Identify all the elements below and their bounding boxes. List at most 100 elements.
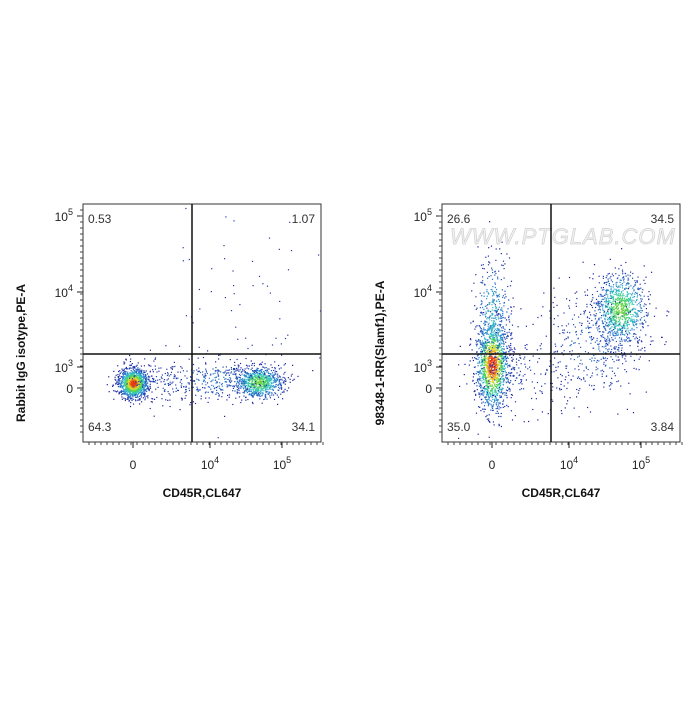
event-dot	[510, 306, 511, 307]
event-dot	[124, 381, 125, 382]
event-dot	[616, 299, 617, 300]
event-dot	[150, 366, 151, 367]
event-dot	[180, 372, 181, 373]
event-dot	[511, 313, 512, 314]
event-dot	[498, 379, 499, 380]
event-dot	[618, 321, 619, 322]
event-dot	[494, 345, 495, 346]
event-dot	[648, 314, 649, 315]
event-dot	[239, 393, 240, 394]
event-dot	[240, 363, 241, 364]
event-dot	[267, 387, 268, 388]
event-dot	[483, 292, 484, 293]
event-dot	[124, 371, 125, 372]
event-dot	[493, 404, 494, 405]
event-dot	[212, 368, 213, 369]
event-dot	[592, 278, 593, 279]
event-dot	[493, 323, 494, 324]
event-dot	[226, 381, 227, 382]
event-dot	[156, 397, 157, 398]
event-dot	[631, 301, 632, 302]
event-dot	[131, 390, 132, 391]
event-dot	[219, 382, 220, 383]
event-dot	[135, 400, 136, 401]
event-dot	[297, 376, 298, 377]
event-dot	[606, 298, 607, 299]
event-dot	[493, 382, 494, 383]
event-dot	[258, 368, 259, 369]
event-dot	[270, 397, 271, 398]
event-dot	[129, 373, 130, 374]
event-dot	[287, 335, 288, 336]
event-dot	[483, 312, 484, 313]
event-dot	[213, 386, 214, 387]
event-dot	[478, 339, 479, 340]
event-dot	[248, 368, 249, 369]
event-dot	[638, 303, 639, 304]
event-dot	[498, 345, 499, 346]
event-dot	[143, 378, 144, 379]
event-dot	[490, 338, 491, 339]
event-dot	[490, 350, 491, 351]
event-dot	[610, 293, 611, 294]
event-dot	[484, 370, 485, 371]
event-dot	[147, 378, 148, 379]
event-dot	[497, 393, 498, 394]
event-dot	[271, 394, 272, 395]
event-dot	[484, 379, 485, 380]
event-dot	[494, 371, 495, 372]
event-dot	[263, 367, 264, 368]
event-dot	[495, 306, 496, 307]
event-dot	[589, 277, 590, 278]
event-dot	[507, 332, 508, 333]
event-dot	[610, 313, 611, 314]
event-dot	[641, 341, 642, 342]
event-dot	[627, 296, 628, 297]
event-dot	[486, 298, 487, 299]
event-dot	[500, 416, 501, 417]
event-dot	[211, 385, 212, 386]
event-dot	[637, 296, 638, 297]
event-dot	[504, 268, 505, 269]
event-dot	[155, 369, 156, 370]
event-dot	[604, 319, 605, 320]
event-dot	[161, 378, 162, 379]
event-dot	[498, 271, 499, 272]
event-dot	[489, 379, 490, 380]
event-dot	[501, 321, 502, 322]
event-dot	[491, 377, 492, 378]
event-dot	[505, 371, 506, 372]
event-dot	[125, 400, 126, 401]
event-dot	[507, 336, 508, 337]
event-dot	[253, 389, 254, 390]
event-dot	[483, 349, 484, 350]
event-dot	[488, 367, 489, 368]
event-dot	[626, 283, 627, 284]
event-dot	[483, 309, 484, 310]
event-dot	[147, 373, 148, 374]
event-dot	[125, 359, 126, 360]
event-dot	[204, 377, 205, 378]
event-dot	[141, 395, 142, 396]
event-dot	[245, 388, 246, 389]
event-dot	[220, 371, 221, 372]
event-dot	[471, 290, 472, 291]
event-dot	[502, 310, 503, 311]
event-dot	[497, 376, 498, 377]
event-dot	[266, 379, 267, 380]
event-dot	[237, 389, 238, 390]
event-dot	[269, 385, 270, 386]
event-dot	[590, 314, 591, 315]
event-dot	[607, 296, 608, 297]
event-dot	[177, 372, 178, 373]
event-dot	[152, 402, 153, 403]
event-dot	[131, 400, 132, 401]
event-dot	[239, 374, 240, 375]
event-dot	[481, 357, 482, 358]
event-dot	[497, 296, 498, 297]
event-dot	[503, 378, 504, 379]
event-dot	[259, 276, 260, 277]
event-dot	[145, 376, 146, 377]
event-dot	[608, 318, 609, 319]
event-dot	[139, 398, 140, 399]
